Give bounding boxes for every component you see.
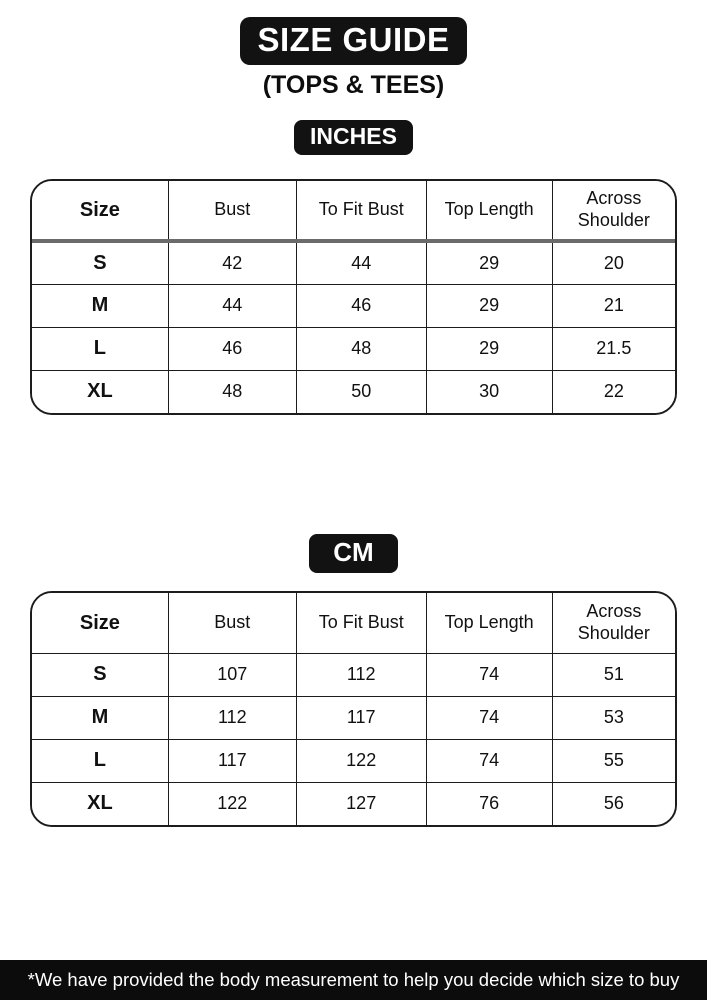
value-cell: 55 <box>551 738 675 783</box>
value-cell: 44 <box>295 240 427 285</box>
value-cell: 29 <box>425 283 553 328</box>
value-cell: 22 <box>551 369 675 413</box>
unit-badge-cm: CM <box>309 534 398 573</box>
column-header-top-length: Top Length <box>425 181 553 243</box>
size-cell: L <box>32 738 169 783</box>
value-cell: 74 <box>425 738 553 783</box>
table-header-row: Size Bust To Fit Bust Top Length Across … <box>32 593 675 654</box>
table-row: M 44 46 29 21 <box>32 283 675 328</box>
size-cell: S <box>32 652 169 697</box>
footer-note: *We have provided the body measurement t… <box>0 960 707 1000</box>
value-cell: 50 <box>295 369 427 413</box>
table-header-row: Size Bust To Fit Bust Top Length Across … <box>32 181 675 243</box>
value-cell: 48 <box>167 369 297 413</box>
table-row: S 107 112 74 51 <box>32 652 675 697</box>
page-header: SIZE GUIDE (TOPS & TEES) <box>0 0 707 100</box>
value-cell: 107 <box>167 652 297 697</box>
value-cell: 42 <box>167 240 297 285</box>
value-cell: 76 <box>425 781 553 825</box>
unit-row-cm: CM <box>0 534 707 573</box>
column-header-size: Size <box>32 593 169 654</box>
value-cell: 30 <box>425 369 553 413</box>
value-cell: 46 <box>295 283 427 328</box>
value-cell: 21 <box>551 283 675 328</box>
size-cell: S <box>32 240 169 285</box>
column-header-bust: Bust <box>167 593 297 654</box>
page-title: SIZE GUIDE <box>240 17 467 65</box>
size-cell: M <box>32 283 169 328</box>
size-table-cm: Size Bust To Fit Bust Top Length Across … <box>30 591 677 827</box>
value-cell: 29 <box>425 240 553 285</box>
column-header-across-shoulder: Across Shoulder <box>551 593 675 654</box>
table-row: XL 122 127 76 56 <box>32 781 675 825</box>
column-header-to-fit-bust: To Fit Bust <box>295 593 427 654</box>
value-cell: 117 <box>295 695 427 740</box>
value-cell: 20 <box>551 240 675 285</box>
column-header-top-length: Top Length <box>425 593 553 654</box>
value-cell: 74 <box>425 695 553 740</box>
value-cell: 44 <box>167 283 297 328</box>
value-cell: 74 <box>425 652 553 697</box>
column-header-size: Size <box>32 181 169 243</box>
column-header-across-shoulder: Across Shoulder <box>551 181 675 243</box>
table-row: L 46 48 29 21.5 <box>32 326 675 371</box>
value-cell: 56 <box>551 781 675 825</box>
value-cell: 127 <box>295 781 427 825</box>
column-header-bust: Bust <box>167 181 297 243</box>
size-cell: XL <box>32 369 169 413</box>
value-cell: 117 <box>167 738 297 783</box>
column-header-to-fit-bust: To Fit Bust <box>295 181 427 243</box>
table-row: M 112 117 74 53 <box>32 695 675 740</box>
value-cell: 122 <box>295 738 427 783</box>
size-table-inches: Size Bust To Fit Bust Top Length Across … <box>30 179 677 415</box>
value-cell: 46 <box>167 326 297 371</box>
value-cell: 29 <box>425 326 553 371</box>
size-cell: XL <box>32 781 169 825</box>
table-row: L 117 122 74 55 <box>32 738 675 783</box>
unit-badge-inches: INCHES <box>294 120 413 155</box>
value-cell: 48 <box>295 326 427 371</box>
value-cell: 21.5 <box>551 326 675 371</box>
page-subtitle: (TOPS & TEES) <box>262 71 445 99</box>
size-cell: L <box>32 326 169 371</box>
table-row: S 42 44 29 20 <box>32 240 675 285</box>
value-cell: 112 <box>295 652 427 697</box>
value-cell: 53 <box>551 695 675 740</box>
value-cell: 112 <box>167 695 297 740</box>
size-cell: M <box>32 695 169 740</box>
value-cell: 122 <box>167 781 297 825</box>
table-row: XL 48 50 30 22 <box>32 369 675 413</box>
unit-row-inches: INCHES <box>0 120 707 155</box>
value-cell: 51 <box>551 652 675 697</box>
